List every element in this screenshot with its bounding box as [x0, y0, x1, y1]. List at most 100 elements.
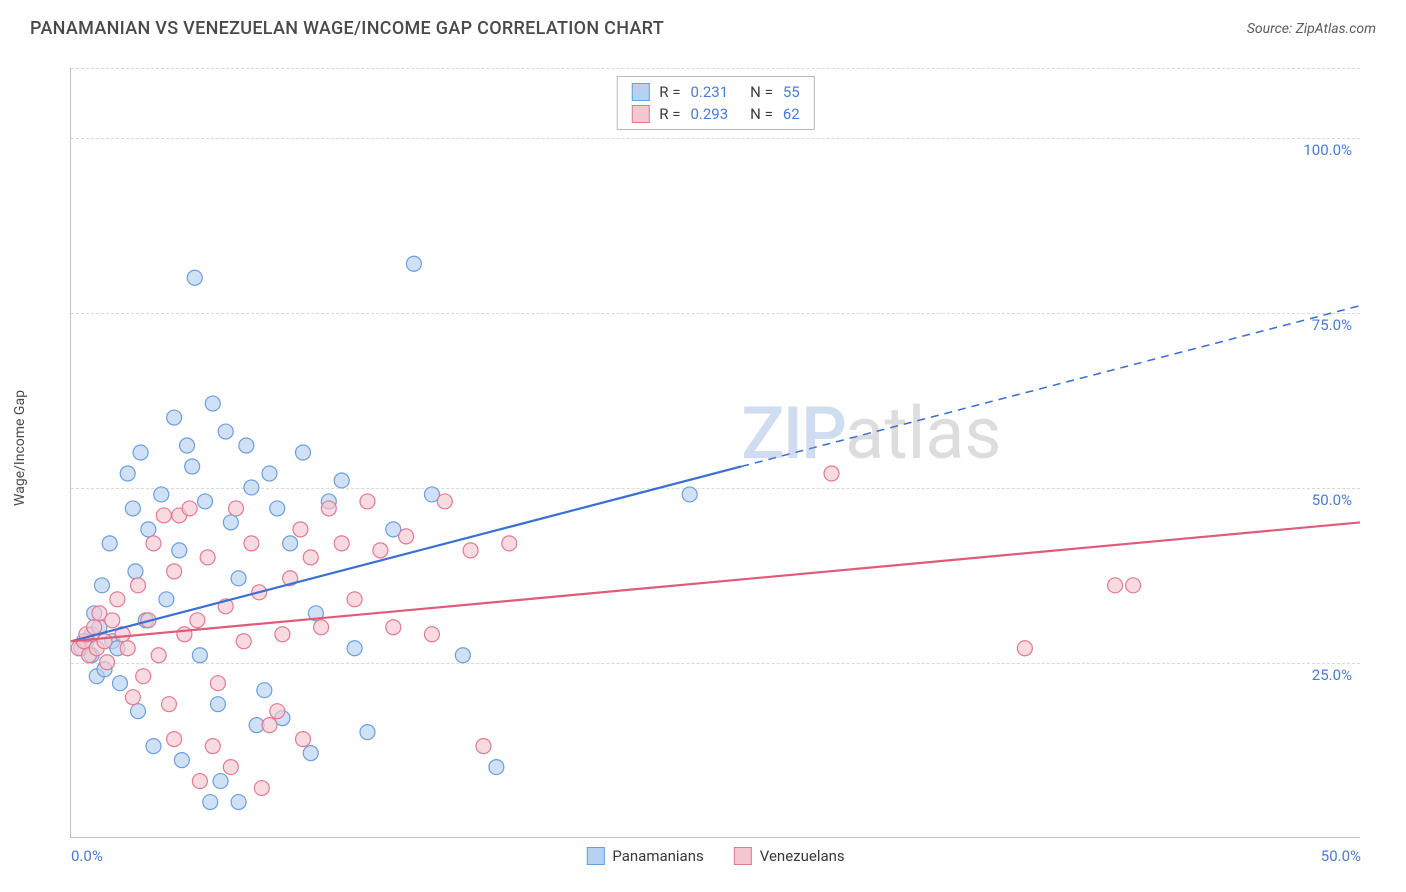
- scatter-point: [200, 550, 215, 565]
- scatter-point: [133, 445, 148, 460]
- series-legend: Panamanians Venezuelans: [586, 847, 844, 865]
- scatter-point: [296, 445, 311, 460]
- scatter-point: [213, 774, 228, 789]
- legend-swatch: [631, 83, 649, 101]
- scatter-point: [94, 578, 109, 593]
- scatter-point: [218, 424, 233, 439]
- scatter-point: [125, 501, 140, 516]
- scatter-point: [239, 438, 254, 453]
- scatter-point: [187, 270, 202, 285]
- scatter-point: [502, 536, 517, 551]
- r-value: 0.231: [690, 83, 728, 101]
- scatter-point: [236, 634, 251, 649]
- scatter-point: [303, 550, 318, 565]
- scatter-point: [437, 494, 452, 509]
- scatter-point: [154, 487, 169, 502]
- chart-container: Wage/Income Gap 25.0%50.0%75.0%100.0% 0.…: [60, 58, 1380, 838]
- scatter-point: [198, 494, 213, 509]
- scatter-point: [314, 620, 329, 635]
- scatter-point: [146, 536, 161, 551]
- scatter-point: [347, 592, 362, 607]
- correlation-legend-row: R = 0.231 N = 55: [617, 81, 813, 103]
- scatter-point: [824, 466, 839, 481]
- x-tick-label: 0.0%: [71, 847, 103, 865]
- scatter-point: [270, 501, 285, 516]
- scatter-point: [257, 683, 272, 698]
- scatter-point: [177, 627, 192, 642]
- scatter-point: [182, 501, 197, 516]
- scatter-point: [190, 613, 205, 628]
- legend-label: Venezuelans: [760, 847, 845, 865]
- chart-header: PANAMANIAN VS VENEZUELAN WAGE/INCOME GAP…: [0, 0, 1406, 49]
- scatter-point: [161, 697, 176, 712]
- scatter-point: [228, 501, 243, 516]
- scatter-point: [1108, 578, 1123, 593]
- scatter-point: [399, 529, 414, 544]
- n-label: N =: [750, 105, 773, 123]
- scatter-point: [156, 508, 171, 523]
- scatter-point: [87, 620, 102, 635]
- scatter-point: [185, 459, 200, 474]
- n-value: 55: [783, 83, 800, 101]
- scatter-point: [275, 627, 290, 642]
- legend-item: Panamanians: [586, 847, 703, 865]
- scatter-point: [262, 718, 277, 733]
- scatter-point: [406, 256, 421, 271]
- legend-swatch: [734, 847, 752, 865]
- scatter-point: [146, 739, 161, 754]
- scatter-point: [360, 725, 375, 740]
- chart-title: PANAMANIAN VS VENEZUELAN WAGE/INCOME GAP…: [30, 18, 664, 39]
- scatter-point: [210, 697, 225, 712]
- scatter-point: [128, 564, 143, 579]
- correlation-legend: R =0.231N =55R =0.293N =62: [616, 76, 814, 130]
- scatter-point: [174, 753, 189, 768]
- n-value: 62: [783, 105, 800, 123]
- correlation-legend-row: R =0.293N =62: [617, 103, 813, 125]
- legend-label: Panamanians: [612, 847, 703, 865]
- scatter-point: [223, 760, 238, 775]
- scatter-point: [105, 613, 120, 628]
- scatter-point: [102, 536, 117, 551]
- scatter-point: [141, 522, 156, 537]
- scatter-point: [231, 571, 246, 586]
- scatter-point: [205, 396, 220, 411]
- scatter-point: [112, 676, 127, 691]
- trend-line-extrapolation: [741, 306, 1360, 467]
- trend-line: [71, 466, 741, 641]
- scatter-point: [167, 732, 182, 747]
- scatter-point: [303, 746, 318, 761]
- scatter-point: [244, 480, 259, 495]
- scatter-point: [682, 487, 697, 502]
- scatter-point: [151, 648, 166, 663]
- scatter-point: [231, 795, 246, 810]
- scatter-point: [347, 641, 362, 656]
- scatter-point: [424, 627, 439, 642]
- scatter-point: [167, 410, 182, 425]
- scatter-point: [293, 522, 308, 537]
- scatter-point: [192, 648, 207, 663]
- y-axis-label: Wage/Income Gap: [12, 390, 28, 506]
- scatter-point: [136, 669, 151, 684]
- x-tick-label: 50.0%: [1321, 847, 1361, 865]
- scatter-point: [1126, 578, 1141, 593]
- scatter-point: [455, 648, 470, 663]
- scatter-point: [120, 641, 135, 656]
- scatter-point: [131, 704, 146, 719]
- scatter-point: [334, 536, 349, 551]
- chart-source: Source: ZipAtlas.com: [1247, 21, 1376, 37]
- scatter-point: [360, 494, 375, 509]
- n-label: N =: [750, 83, 773, 101]
- scatter-point: [262, 466, 277, 481]
- scatter-point: [334, 473, 349, 488]
- r-label: R =: [659, 105, 680, 123]
- scatter-point: [159, 592, 174, 607]
- scatter-point: [386, 620, 401, 635]
- r-label: R =: [659, 83, 680, 101]
- scatter-point: [180, 438, 195, 453]
- scatter-point: [321, 501, 336, 516]
- trend-line: [71, 522, 1360, 641]
- scatter-plot-svg: [71, 68, 1360, 837]
- scatter-point: [110, 592, 125, 607]
- legend-swatch: [586, 847, 604, 865]
- scatter-point: [296, 732, 311, 747]
